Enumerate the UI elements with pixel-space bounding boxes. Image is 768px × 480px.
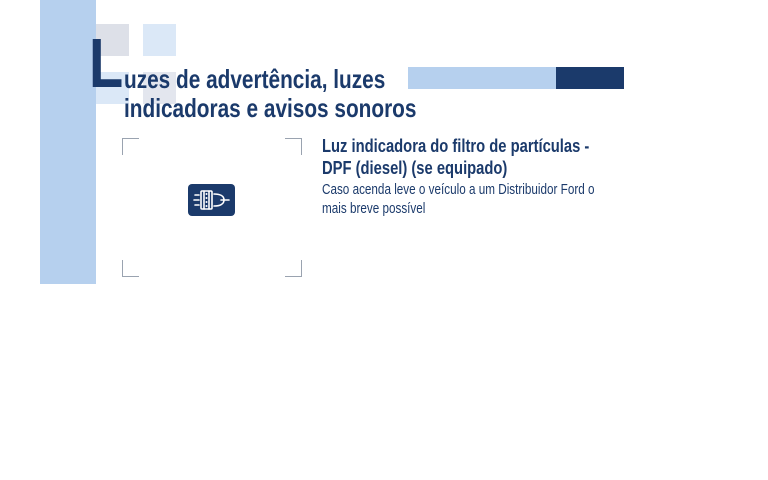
decorative-square	[96, 72, 129, 104]
dpf-filter-icon	[188, 184, 235, 216]
section-title-line2: indicadoras e avisos sonoros	[124, 93, 417, 123]
dpf-filter-icon-graphic	[193, 190, 230, 210]
decorative-square	[143, 72, 176, 104]
indicator-description-line1: Caso acenda leve o veículo a um Distribu…	[322, 181, 595, 198]
decorative-square	[143, 24, 176, 56]
title-accent-bar-dark	[556, 67, 624, 89]
indicator-heading-line1: Luz indicadora do filtro de partículas -	[322, 136, 590, 156]
indicator-heading: Luz indicadora do filtro de partículas -…	[322, 135, 617, 179]
icon-frame-corner-top-left	[122, 138, 139, 155]
decorative-side-bar	[40, 0, 96, 284]
section-title-initial: L	[89, 24, 124, 102]
icon-frame-corner-bottom-left	[122, 260, 139, 277]
decorative-square	[96, 24, 129, 56]
indicator-description-line2: mais breve possível	[322, 200, 426, 217]
indicator-description: Caso acenda leve o veículo a um Distribu…	[322, 180, 618, 218]
section-title-line1: uzes de advertência, luzes	[124, 64, 386, 94]
icon-frame-corner-bottom-right	[285, 260, 302, 277]
icon-frame-corner-top-right	[285, 138, 302, 155]
indicator-heading-line2: DPF (diesel) (se equipado)	[322, 158, 508, 178]
title-accent-bar-light	[408, 67, 556, 89]
